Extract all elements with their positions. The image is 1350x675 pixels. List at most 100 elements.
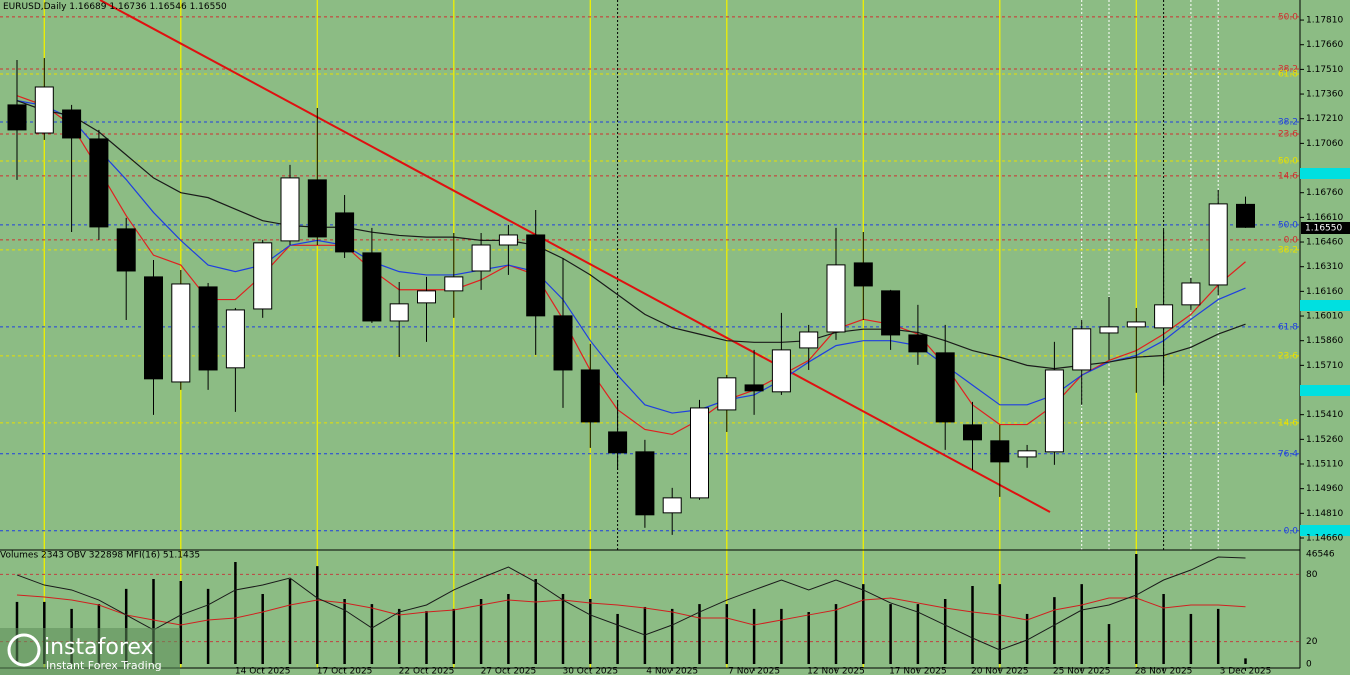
symbol: EURUSD,Daily [3,2,67,12]
candle-body [335,212,355,253]
open-label: 1.16689 [69,2,106,12]
candle-body [963,424,982,441]
logo: instaforex Instant Forex Trading [0,628,180,675]
fib-level-label: 14.6 [1278,418,1298,428]
y-tick-label: 1.17360 [1306,90,1343,100]
candle-body [799,331,819,349]
x-tick-label: 25 Nov 2025 [1053,667,1111,675]
y-tick-label: 1.17660 [1306,40,1343,50]
candle-body [635,451,655,516]
candle-body [116,228,136,272]
candle-body [1236,203,1255,228]
y-tick-label: 1.15410 [1306,410,1343,420]
fib-level-label: 61.8 [1278,322,1298,332]
price-marker [1300,168,1350,179]
y-tick-label: 1.15260 [1306,435,1343,445]
moving-average [16,100,1246,414]
candle-body [935,352,955,423]
candle-body [881,290,901,336]
candle-body [253,242,273,310]
y-tick-label: 1.15710 [1306,361,1343,371]
candle-body [34,86,54,134]
x-tick-label: 7 Nov 2025 [728,667,780,675]
fib-level-label: 23.6 [1278,130,1298,140]
candle-body [1154,304,1174,329]
fib-level-label: 14.6 [1278,171,1298,181]
candle-body [389,303,409,322]
candle-body [580,369,600,423]
candle-body [198,286,218,371]
y-tick-label: 1.14960 [1306,484,1343,494]
low-label: 1.16546 [149,2,186,12]
candle-body [826,264,846,333]
fib-level-label: 76.4 [1278,449,1298,459]
y-tick-label: 1.16010 [1306,312,1343,322]
candle-body [144,276,163,380]
logo-name: instaforex [44,635,154,660]
fib-level-label: 0.0 [1284,526,1299,536]
logo-icon [7,633,41,667]
y-tick-label: 1.17060 [1306,139,1343,149]
x-tick-label: 27 Oct 2025 [481,667,537,675]
candle-body [1099,326,1119,334]
candle-body [471,244,491,272]
fib-level-label: 50.0 [1278,220,1298,230]
y-tick-label: 1.16760 [1306,188,1343,198]
price-marker [1300,525,1350,536]
y-tick-label: 1.16460 [1306,238,1343,248]
candle-body [7,104,27,131]
y-tick-label: 1.16160 [1306,287,1343,297]
candle-body [62,109,82,139]
x-tick-label: 17 Oct 2025 [317,667,373,675]
y-tick-label: 1.16310 [1306,262,1343,272]
y-tick-label: 1.17810 [1306,16,1343,26]
candle-body [225,309,245,369]
logo-tagline: Instant Forex Trading [46,659,162,672]
candle-body [444,276,464,292]
close-label: 1.16550 [190,2,227,12]
x-tick-label: 12 Nov 2025 [807,667,865,675]
candle-body [717,377,737,411]
price-marker [1300,385,1350,396]
x-tick-label: 14 Oct 2025 [235,667,291,675]
fib-level-label: 23.6 [1278,351,1298,361]
fib-level-label: 50.0 [1278,156,1298,166]
candle-body [417,290,436,304]
candle-body [1017,450,1037,458]
fib-level-label: 38.2 [1278,118,1298,128]
indicator-line [16,594,1246,626]
candle-body [853,262,873,287]
candle-body [744,384,764,392]
y-tick-label: 1.15110 [1306,460,1343,470]
moving-average [16,95,1246,436]
candle-body [362,252,382,322]
volume-max-label: 46546 [1306,550,1335,560]
chart-header: EURUSD,Daily 1.16689 1.16736 1.16546 1.1… [3,2,227,12]
candle-body [171,283,191,383]
candle-body [1126,321,1146,328]
candle-body [908,334,928,353]
fib-level-label: 38.2 [1278,65,1298,75]
fib-level-label: 38.2 [1278,245,1298,255]
panel-header: Volumes 2343 OBV 322898 MFI(16) 51.1435 [0,551,200,561]
x-tick-label: 4 Nov 2025 [646,667,698,675]
marks-layer [7,58,1255,664]
candle-body [608,431,628,454]
candle-body [690,407,709,499]
x-tick-label: 3 Dec 2025 [1220,667,1272,675]
candle-body [771,349,791,393]
candle-body [89,138,109,228]
x-tick-label: 30 Oct 2025 [562,667,618,675]
x-tick-label: 28 Nov 2025 [1135,667,1193,675]
candle-body [990,440,1010,463]
candle-body [1072,328,1092,371]
fib-level-label: 50.0 [1278,12,1298,22]
y2-tick-label: 80 [1306,570,1318,580]
y-tick-label: 1.15860 [1306,336,1343,346]
candle-body [553,315,573,371]
candle-body [1181,282,1201,306]
y2-tick-label: 0 [1306,660,1312,670]
